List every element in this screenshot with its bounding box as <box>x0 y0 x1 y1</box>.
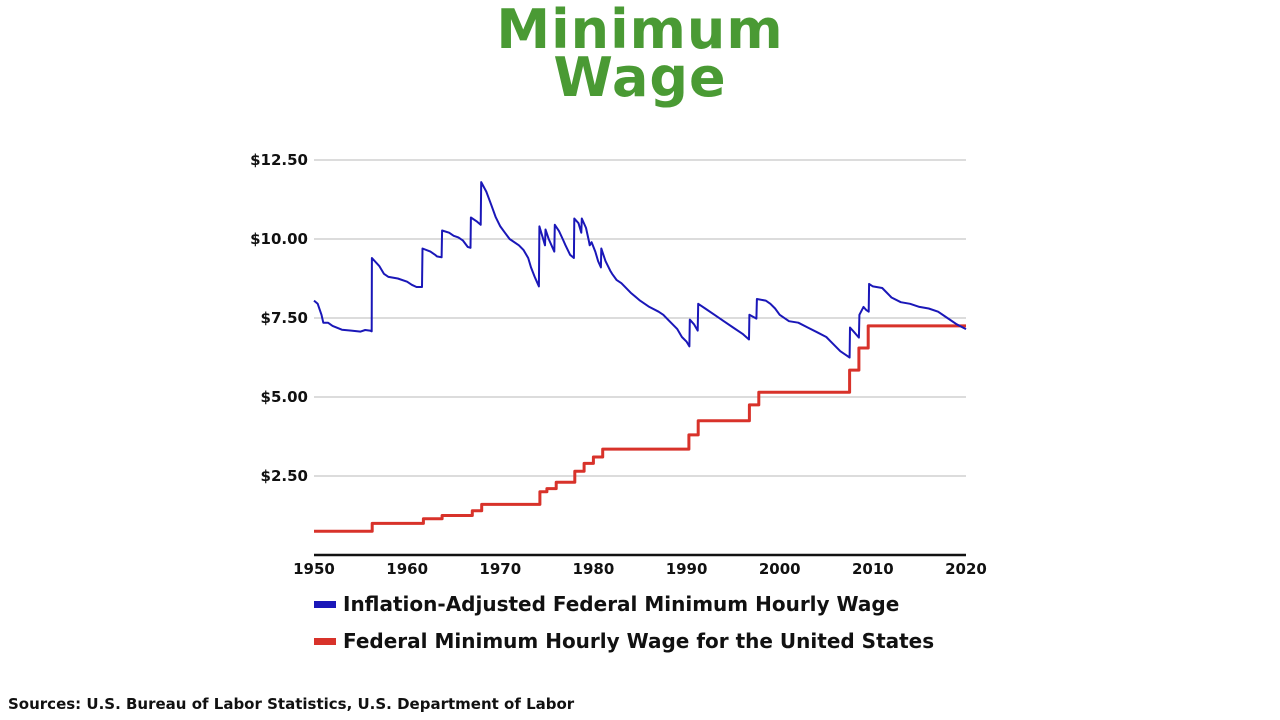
y-tick-label: $2.50 <box>261 467 308 485</box>
legend-label-inflation-adjusted: Inflation-Adjusted Federal Minimum Hourl… <box>343 592 900 616</box>
x-tick-label: 1970 <box>479 560 521 578</box>
x-tick-label: 2020 <box>945 560 987 578</box>
y-axis-ticks: $2.50 $5.00 $7.50 $10.00 $12.50 <box>250 151 308 485</box>
y-tick-label: $5.00 <box>261 388 308 406</box>
x-tick-label: 1960 <box>386 560 428 578</box>
chart-title-line-2: Wage <box>553 46 727 109</box>
x-tick-label: 2010 <box>852 560 894 578</box>
x-tick-label: 1990 <box>666 560 708 578</box>
source-note: Sources: U.S. Bureau of Labor Statistics… <box>8 695 575 713</box>
x-tick-label: 1980 <box>573 560 615 578</box>
chart-title-line-1: Minimum <box>496 0 784 61</box>
grid-lines <box>314 159 966 477</box>
legend-label-federal-minimum: Federal Minimum Hourly Wage for the Unit… <box>343 629 935 653</box>
chart-title: Minimum Wage <box>0 0 1280 109</box>
legend-swatch-red <box>314 637 336 645</box>
y-tick-label: $10.00 <box>250 230 308 248</box>
series-lines <box>313 181 967 533</box>
x-tick-label: 1950 <box>293 560 335 578</box>
legend-item-federal-minimum: Federal Minimum Hourly Wage for the Unit… <box>314 629 934 653</box>
x-tick-label: 2000 <box>759 560 801 578</box>
series-line-inflation-adjusted <box>313 181 967 359</box>
y-tick-label: $7.50 <box>261 309 308 327</box>
x-axis-ticks: 1950 1960 1970 1980 1990 2000 2010 2020 <box>293 560 987 578</box>
legend-swatch-blue <box>314 600 336 608</box>
y-tick-label: $12.50 <box>250 151 308 169</box>
legend-item-inflation-adjusted: Inflation-Adjusted Federal Minimum Hourl… <box>314 592 899 616</box>
series-line-federal-minimum <box>314 324 966 533</box>
